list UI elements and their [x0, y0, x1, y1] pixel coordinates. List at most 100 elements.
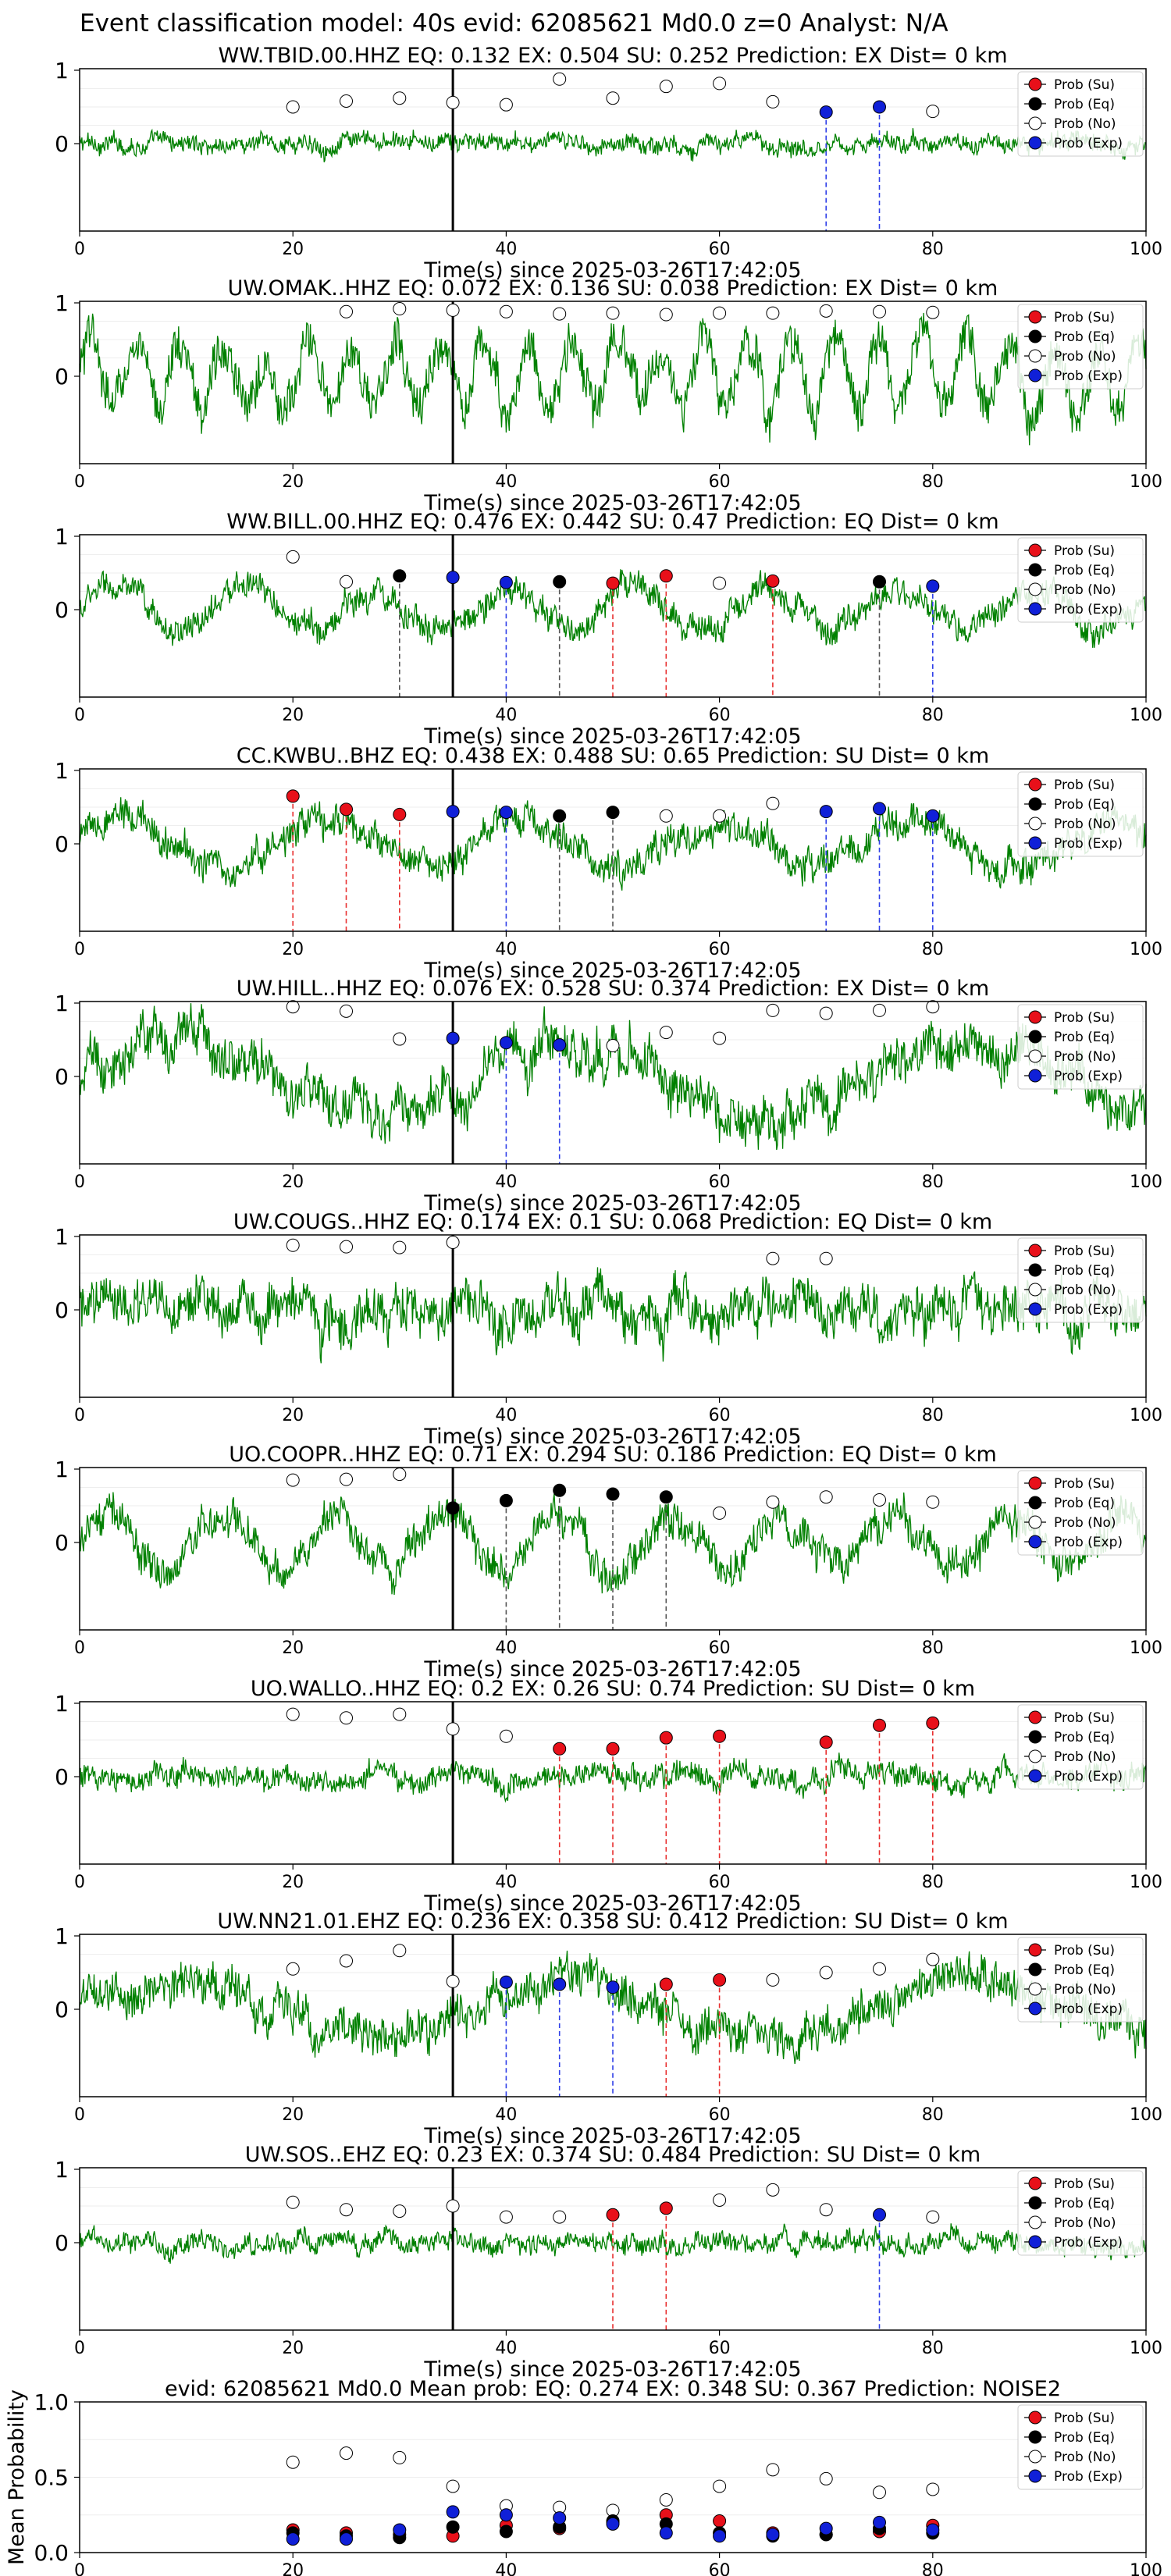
x-tick-label: 80: [922, 2561, 944, 2576]
legend-label-eq: Prob (Eq): [1054, 329, 1115, 345]
x-tick-label: 100: [1130, 1638, 1162, 1658]
x-tick-label: 40: [495, 472, 517, 492]
legend-label-exp: Prob (Exp): [1054, 1769, 1123, 1784]
legend-marker-no: [1028, 582, 1042, 596]
prob-point-exp: [873, 802, 886, 816]
legend-marker-eq: [1028, 2196, 1042, 2210]
x-tick-label: 40: [495, 240, 517, 259]
x-tick-label: 80: [922, 940, 944, 959]
x-tick-label: 0: [74, 1873, 85, 1892]
x-tick-label: 20: [282, 472, 304, 492]
x-tick-label: 80: [922, 1873, 944, 1892]
prob-point-no: [819, 1251, 833, 1265]
prob-point-no: [446, 95, 460, 109]
prob-point-no: [819, 1490, 833, 1504]
mean-prob-point-no: [286, 2455, 300, 2469]
legend-marker-no: [1028, 2450, 1042, 2464]
x-tick-label: 0: [74, 940, 85, 959]
legend-marker-su: [1028, 1710, 1042, 1724]
legend-marker-su: [1028, 1244, 1042, 1258]
legend-label-eq: Prob (Eq): [1054, 2430, 1115, 2446]
legend-label-no: Prob (No): [1054, 2215, 1116, 2231]
prob-point-no: [286, 1962, 300, 1976]
prob-point-no: [393, 1240, 407, 1254]
legend-label-eq: Prob (Eq): [1054, 1962, 1115, 1978]
legend-label-su: Prob (Su): [1054, 1244, 1115, 1259]
panel-6: UO.COOPR..HHZ EQ: 0.71 EX: 0.294 SU: 0.1…: [55, 1443, 1162, 1681]
legend-marker-exp: [1028, 136, 1042, 150]
legend-label-su: Prob (Su): [1054, 1010, 1115, 1026]
prob-point-su: [659, 1731, 673, 1745]
prob-point-no: [766, 1973, 780, 1987]
prob-point-no: [766, 306, 780, 320]
panel-title: evid: 62085621 Md0.0 Mean prob: EQ: 0.27…: [165, 2377, 1061, 2401]
prob-point-no: [340, 575, 353, 589]
prob-point-no: [606, 306, 620, 320]
prob-point-eq: [553, 575, 567, 589]
legend-label-su: Prob (Su): [1054, 77, 1115, 93]
waveform-trace: [79, 128, 1147, 162]
x-tick-label: 40: [495, 2561, 517, 2576]
waveform-trace: [79, 1267, 1147, 1364]
x-tick-label: 60: [709, 2105, 731, 2125]
panel-title: UW.SOS..EHZ EQ: 0.23 EX: 0.374 SU: 0.484…: [245, 2143, 981, 2167]
y-tick-label: 0: [55, 131, 69, 157]
x-tick-label: 40: [495, 940, 517, 959]
x-tick-label: 40: [495, 2339, 517, 2358]
prob-point-no: [873, 1003, 886, 1017]
prob-point-no: [926, 305, 940, 319]
mean-prob-point-eq: [499, 2524, 513, 2539]
panel-2: WW.BILL.00.HHZ EQ: 0.476 EX: 0.442 SU: 0…: [55, 510, 1162, 749]
y-tick-label: 1: [55, 1923, 69, 1949]
panel-0: WW.TBID.00.HHZ EQ: 0.132 EX: 0.504 SU: 0…: [55, 44, 1162, 283]
waveform-trace: [79, 1492, 1147, 1596]
prob-point-eq: [553, 1483, 567, 1497]
y-tick-label: 0: [55, 831, 69, 857]
mean-prob-point-exp: [873, 2515, 886, 2529]
legend-label-no: Prob (No): [1054, 2450, 1116, 2465]
panel-10: evid: 62085621 Md0.0 Mean prob: EQ: 0.27…: [5, 2377, 1162, 2576]
x-axis-label: Time(s) since 2025-03-26T17:42:05: [423, 1191, 801, 1215]
x-axis-label: Time(s) since 2025-03-26T17:42:05: [423, 258, 801, 283]
x-tick-label: 20: [282, 1406, 304, 1425]
prob-point-eq: [606, 806, 620, 820]
panel-title: WW.TBID.00.HHZ EQ: 0.132 EX: 0.504 SU: 0…: [218, 44, 1007, 68]
prob-point-no: [659, 308, 673, 322]
legend-box: [1017, 1470, 1144, 1556]
mean-prob-point-exp: [286, 2532, 300, 2546]
prob-point-su: [766, 574, 780, 588]
mean-prob-point-exp: [606, 2517, 620, 2531]
prob-point-no: [926, 1495, 940, 1509]
y-tick-label: 0: [55, 1764, 69, 1790]
y-tick-label: 1.0: [34, 2389, 69, 2415]
legend-label-exp: Prob (Exp): [1054, 602, 1123, 617]
x-tick-label: 60: [709, 2561, 731, 2576]
x-tick-label: 100: [1130, 1873, 1162, 1892]
x-axis-label: Time(s) since 2025-03-26T17:42:05: [423, 491, 801, 515]
y-tick-label: 1: [55, 1224, 69, 1250]
mean-prob-point-no: [393, 2450, 407, 2464]
prob-point-no: [659, 809, 673, 823]
prob-point-no: [286, 1707, 300, 1721]
prob-point-su: [659, 2201, 673, 2215]
panel-title: UW.COUGS..HHZ EQ: 0.174 EX: 0.1 SU: 0.06…: [233, 1210, 992, 1234]
legend-label-no: Prob (No): [1054, 116, 1116, 132]
x-tick-label: 20: [282, 706, 304, 725]
legend-marker-exp: [1028, 602, 1042, 616]
prob-point-no: [819, 1006, 833, 1020]
x-tick-label: 100: [1130, 706, 1162, 725]
panel-frame: [79, 1001, 1147, 1165]
prob-point-no: [499, 304, 513, 318]
x-tick-label: 80: [922, 472, 944, 492]
prob-point-exp: [553, 1038, 567, 1052]
mean-prob-point-no: [766, 2463, 780, 2477]
prob-point-no: [606, 91, 620, 105]
prob-point-no: [659, 80, 673, 94]
prob-point-no: [766, 94, 780, 109]
legend-label-su: Prob (Su): [1054, 2176, 1115, 2192]
legend-label-no: Prob (No): [1054, 582, 1116, 598]
mean-prob-point-exp: [499, 2508, 513, 2522]
mean-prob-point-no: [873, 2485, 886, 2500]
mean-prob-point-eq: [446, 2520, 460, 2534]
legend-marker-su: [1028, 1010, 1042, 1024]
